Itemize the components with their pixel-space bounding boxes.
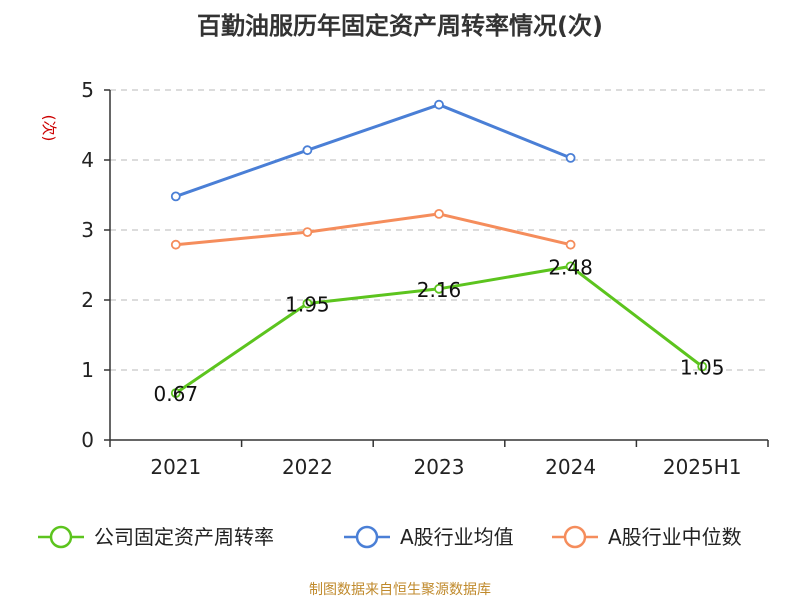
data-point [565,152,576,163]
y-tick-label: 3 [81,218,94,242]
data-point [697,361,708,372]
legend-swatch-marker [355,525,379,549]
data-point [170,191,181,202]
series-line [175,103,572,198]
legend-label: A股行业中位数 [608,525,742,549]
y-axis-label: (次) [40,115,58,142]
x-tick-label: 2022 [282,455,333,479]
legend-label: 公司固定资产周转率 [94,525,274,549]
data-point [434,99,444,110]
legend-swatch-marker [563,525,587,549]
data-label: 0.67 [154,382,199,406]
data-label: 1.95 [285,293,330,317]
data-point [434,208,444,219]
data-point [302,227,313,238]
chart-title: 百勤油服历年固定资产周转率情况(次) [197,12,603,40]
data-point [302,145,313,156]
legend-label: A股行业均值 [400,525,514,549]
y-tick-label: 2 [81,288,94,312]
data-point [565,261,576,272]
y-tick-label: 4 [81,148,94,172]
x-tick-label: 2024 [545,455,596,479]
data-point [170,239,181,250]
source-note: 制图数据来自恒生聚源数据库 [309,582,491,598]
series-line [175,212,571,247]
y-tick-label: 0 [81,428,94,452]
data-label: 2.48 [548,255,593,279]
y-tick-label: 1 [81,358,94,382]
data-point [565,239,576,250]
data-label: 1.05 [680,356,725,380]
data-point [302,298,313,309]
data-label: 2.16 [417,278,462,302]
x-tick-label: 2021 [150,455,201,479]
legend-swatch-marker [49,525,73,549]
data-point [434,283,444,294]
x-tick-label: 2025H1 [663,455,742,479]
y-tick-label: 5 [81,78,94,102]
x-tick-label: 2023 [414,455,465,479]
data-point [170,388,181,399]
